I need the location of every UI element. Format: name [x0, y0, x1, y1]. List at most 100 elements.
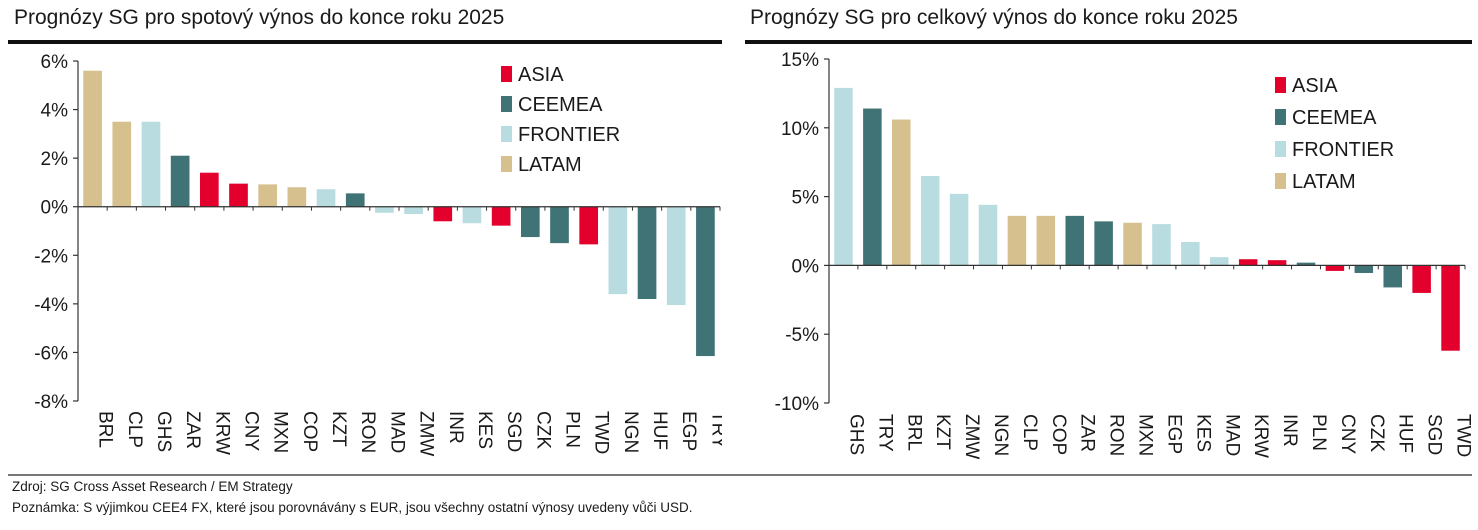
legend-swatch-frontier	[501, 126, 512, 142]
total-return-chart: 15% 10% 5% 0% -5% -10% GHS TRY BRL KZT ZMW NGN CLP CO…	[775, 50, 1472, 459]
legend-swatch-asia	[1275, 77, 1286, 93]
y-tick-label: 4%	[41, 101, 69, 122]
category-label: TWD	[1453, 414, 1472, 457]
bar-czk	[1354, 265, 1374, 273]
category-label: TRY	[707, 411, 722, 449]
bar-ron	[1094, 221, 1113, 266]
category-label: MAD	[386, 411, 407, 453]
category-label: KZT	[932, 414, 953, 450]
bar-krw	[1238, 259, 1258, 266]
bar-cny	[1325, 265, 1345, 271]
category-label: NGN	[620, 411, 641, 453]
footer-rule	[8, 474, 1472, 476]
y-tick-label: -8%	[34, 392, 68, 413]
bar-ghs	[141, 121, 161, 207]
legend-label: LATAM	[518, 154, 582, 176]
legend-swatch-ceemea	[1275, 109, 1286, 125]
category-label: CLP	[124, 411, 145, 448]
category-label: CZK	[1366, 414, 1387, 452]
category-label: KES	[474, 411, 495, 449]
y-tick-label: -2%	[34, 246, 68, 267]
category-label: RON	[1106, 414, 1127, 456]
category-label: KZT	[328, 411, 349, 447]
bar-ron	[345, 193, 365, 207]
category-label: TWD	[591, 411, 612, 454]
category-label: BRL	[95, 411, 116, 448]
bar-clp	[112, 121, 132, 207]
bar-kzt	[920, 175, 940, 266]
legend-swatch-latam	[501, 156, 512, 172]
bar-try	[696, 206, 715, 357]
category-label: ZAR	[182, 411, 203, 449]
bar-kes	[462, 206, 482, 224]
category-label: KES	[1192, 414, 1213, 452]
bar-clp	[1007, 215, 1027, 266]
y-tick-label: 10%	[781, 119, 819, 140]
legend-label: LATAM	[1292, 171, 1356, 193]
bar-huf	[637, 206, 657, 299]
bar-mxn	[258, 184, 278, 207]
legend-label: FRONTIER	[518, 124, 620, 146]
category-label: KRW	[211, 411, 232, 455]
chart2-title-rule	[745, 40, 1472, 44]
category-label: TRY	[874, 414, 895, 452]
legend-swatch-latam	[1275, 173, 1286, 189]
category-label: ZMW	[961, 414, 982, 459]
bar-cny	[229, 183, 248, 207]
category-label: SGD	[503, 411, 524, 452]
bar-cop	[287, 187, 307, 207]
y-tick-label: 2%	[41, 149, 69, 170]
bar-zmw	[949, 193, 969, 266]
legend-label: ASIA	[1292, 75, 1338, 97]
bar-ghs	[834, 87, 853, 266]
bar-sgd	[491, 206, 511, 226]
category-label: INR	[1279, 414, 1300, 447]
bar-zar	[1065, 215, 1084, 266]
category-label: MXN	[270, 411, 291, 453]
category-label: EGP	[1163, 414, 1184, 454]
legend-swatch-frontier	[1275, 141, 1286, 157]
category-label: KRW	[1250, 414, 1271, 458]
y-tick-label: 5%	[792, 188, 820, 209]
bar-try	[863, 108, 882, 266]
legend-label: FRONTIER	[1292, 139, 1394, 161]
bar-krw	[199, 172, 219, 207]
chart2-title: Prognózy SG pro celkový výnos do konce r…	[750, 6, 1238, 29]
bar-cop	[1036, 215, 1056, 266]
y-tick-label: -5%	[785, 325, 819, 346]
category-label: ZAR	[1077, 414, 1098, 452]
bar-inr	[1267, 260, 1287, 266]
category-label: MXN	[1135, 414, 1156, 456]
bar-zar	[170, 155, 190, 207]
category-label: EGP	[678, 411, 699, 451]
bar-sgd	[1412, 265, 1431, 293]
category-label: COP	[1048, 414, 1069, 455]
chart1-title: Prognózy SG pro spotový výnos do konce r…	[14, 6, 505, 29]
bar-ngn	[978, 204, 998, 266]
y-tick-label: 0%	[41, 198, 69, 219]
legend-label: CEEMEA	[1292, 107, 1377, 129]
category-label: PLN	[1308, 414, 1329, 451]
legend-swatch-ceemea	[501, 96, 512, 112]
category-label: CZK	[532, 411, 553, 449]
category-label: RON	[357, 411, 378, 453]
bar-kes	[1181, 242, 1200, 266]
category-label: INR	[445, 411, 466, 444]
category-label: GHS	[153, 411, 174, 452]
bar-pln	[1296, 262, 1316, 266]
category-label: CNY	[241, 411, 262, 451]
bar-pln	[550, 206, 569, 244]
bar-mad	[1210, 257, 1229, 266]
category-label: CNY	[1337, 414, 1358, 454]
bar-brl	[83, 70, 102, 207]
y-tick-label: 0%	[792, 256, 820, 277]
bar-twd	[1441, 265, 1460, 351]
category-label: ZMW	[416, 411, 437, 456]
legend-label: CEEMEA	[518, 94, 603, 116]
category-label: GHS	[845, 414, 866, 455]
y-tick-label: 15%	[781, 50, 819, 71]
bar-ngn	[608, 206, 628, 295]
spot-return-chart: 6% 4% 2% 0% -2% -4% -6% -8% BRL CLP GHS ZAR KRW CNY MX…	[34, 52, 722, 456]
y-tick-label: -4%	[34, 295, 68, 316]
bar-egp	[1152, 224, 1171, 266]
